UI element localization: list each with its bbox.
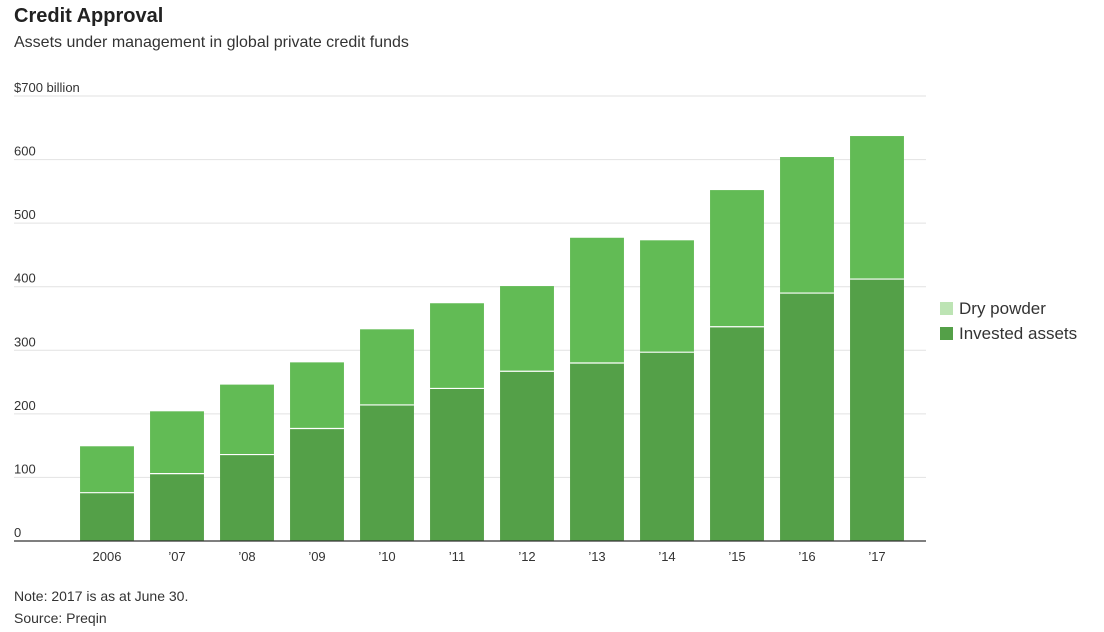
x-tick-label: 2006 [93,549,122,564]
x-tick-label: ’16 [798,549,815,564]
bar-segment-invested-assets [640,352,694,541]
bar-segment-dry-powder [290,362,344,429]
x-tick-label: ’17 [868,549,885,564]
source-text: Source: Preqin [14,610,107,626]
bar-segment-dry-powder [640,240,694,353]
bar-segment-dry-powder [150,411,204,474]
bar-segment-invested-assets [80,492,134,541]
bar-segment-dry-powder [850,136,904,280]
x-tick-label: ’11 [449,549,465,564]
bar-segment-invested-assets [430,388,484,541]
bar-segment-invested-assets [710,326,764,541]
bar-segment-dry-powder [220,384,274,455]
bar-segment-dry-powder [430,303,484,389]
bar-segment-invested-assets [360,404,414,541]
x-tick-label: ’10 [378,549,395,564]
y-tick-label: 300 [14,334,36,349]
bar-segment-invested-assets [220,454,274,541]
y-tick-label: $700 billion [14,80,80,95]
bar-segment-dry-powder [780,157,834,294]
chart-subtitle: Assets under management in global privat… [14,34,409,51]
y-tick-label: 100 [14,461,36,476]
bar-segment-dry-powder [710,190,764,327]
bar-segment-invested-assets [570,363,624,541]
bar-segment-invested-assets [500,371,554,541]
y-tick-label: 0 [14,525,21,540]
bar-segment-dry-powder [500,286,554,372]
bars [80,136,904,541]
bar-segment-dry-powder [80,446,134,493]
x-tick-label: ’07 [168,549,185,564]
note-text: Note: 2017 is as at June 30. [14,588,189,604]
y-tick-label: 200 [14,398,36,413]
bar-segment-dry-powder [570,237,624,363]
bar-segment-invested-assets [150,473,204,541]
footnotes: Note: 2017 is as at June 30. Source: Pre… [14,585,188,629]
legend-item-dry-powder: Dry powder [940,296,1077,321]
legend: Dry powder Invested assets [940,296,1077,346]
chart-title: Credit Approval [14,5,164,27]
y-tick-labels: 0 100 200 300 400 500 600 $700 billion [14,80,80,540]
legend-swatch-dry-powder [940,302,953,315]
bar-segment-dry-powder [360,329,414,405]
legend-label-dry-powder: Dry powder [959,298,1046,318]
y-tick-label: 600 [14,144,36,159]
x-tick-label: ’12 [518,549,535,564]
legend-label-invested-assets: Invested assets [959,323,1078,343]
y-tick-label: 500 [14,207,36,222]
x-tick-label: ’13 [588,549,605,564]
x-tick-label: ’15 [728,549,745,564]
legend-swatch-invested-assets [940,327,953,340]
x-tick-label: ’14 [658,549,675,564]
legend-item-invested-assets: Invested assets [940,321,1077,346]
x-tick-label: ’08 [238,549,255,564]
bar-segment-invested-assets [850,279,904,541]
x-tick-label: ’09 [308,549,325,564]
bar-segment-invested-assets [290,428,344,541]
bar-segment-invested-assets [780,293,834,541]
x-tick-labels: 2006 ’07 ’08 ’09 ’10 ’11 ’12 ’13 ’14 ’15 ’16 ’17 [93,549,886,564]
y-tick-label: 400 [14,271,36,286]
